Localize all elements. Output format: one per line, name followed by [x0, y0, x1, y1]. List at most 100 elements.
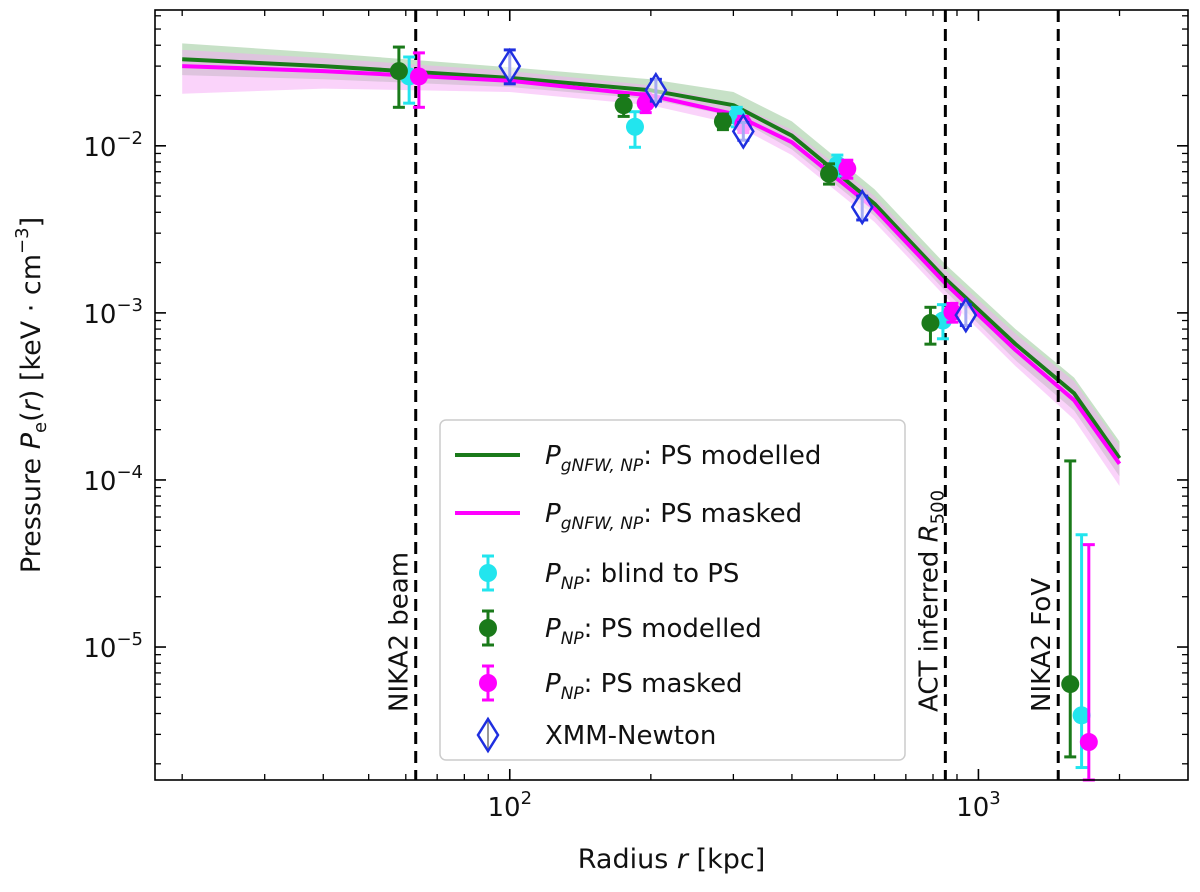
y-tick-label-1: 10−5	[83, 629, 143, 664]
legend-symbol: P	[545, 669, 561, 699]
x-axis-label-text: Radius	[578, 844, 677, 875]
series-4	[498, 47, 978, 334]
circle-marker	[409, 67, 428, 86]
data-point-4-1	[498, 47, 522, 86]
y-axis-label-unit: ) [keV · cm	[16, 254, 47, 400]
legend-item-np-masked: PNP: PS masked	[479, 664, 743, 704]
data-point-2-4	[820, 162, 839, 186]
tick-base: 10	[83, 300, 116, 330]
y-axis-label-close: ]	[16, 217, 47, 228]
data-point-1-2	[625, 110, 644, 149]
y-axis-label: Pressure Pe(r) [keV · cm−3]	[12, 217, 51, 573]
legend-item-np-modelled: PNP: PS modelled	[479, 609, 762, 649]
legend-text-part: : PS modelled	[643, 441, 821, 471]
data-point-3-4	[838, 158, 857, 180]
y-axis-label-text: Pressure	[16, 449, 47, 573]
series-2	[389, 45, 1080, 759]
y-axis-label-symbol: P	[16, 432, 47, 449]
y-axis-label-paren: (	[16, 411, 47, 422]
circle-marker	[838, 159, 857, 178]
data-point-2-1	[389, 45, 408, 109]
circle-marker	[625, 117, 644, 136]
y-axis-label-exponent: −3	[12, 227, 33, 254]
diamond-marker	[954, 296, 978, 334]
x-axis-label: Radius r [kpc]	[578, 844, 766, 875]
model-curves	[182, 57, 1122, 465]
legend-label: PgNFW, NP: PS masked	[545, 499, 802, 534]
legend-label: PNP: blind to PS	[545, 559, 739, 594]
tick-base: 10	[83, 467, 116, 497]
data-point-2-2	[614, 94, 633, 118]
tick-exponent: −2	[116, 128, 143, 149]
legend-circle-swatch	[479, 674, 497, 692]
tick-exponent: −4	[116, 462, 143, 483]
legend-circle-swatch	[479, 619, 497, 637]
y-axis-label-subscript: e	[30, 422, 51, 433]
legend-subscript: NP	[561, 629, 585, 649]
reference-lines: NIKA2 beam ACT inferred R500 NIKA2 FoV	[385, 10, 1060, 780]
diamond-marker	[850, 188, 874, 226]
x-tick-label-1: 102	[487, 788, 532, 823]
model-curve-2	[182, 64, 1122, 465]
model-curve-1	[182, 57, 1122, 460]
circle-marker	[820, 164, 839, 183]
circle-marker	[713, 112, 732, 131]
diamond-marker	[498, 47, 522, 85]
circle-marker	[389, 62, 408, 81]
y-tick-label-2: 10−4	[83, 462, 143, 497]
tick-base: 10	[487, 793, 520, 823]
tick-exponent: −3	[116, 295, 143, 316]
tick-base: 10	[956, 793, 989, 823]
x-tick-label-2: 103	[956, 788, 1001, 823]
circle-marker	[1061, 675, 1080, 694]
plot-frame	[154, 9, 1189, 781]
reference-line-label-text: ACT inferred	[914, 542, 944, 712]
reference-line-label-1: NIKA2 beam	[385, 552, 415, 712]
legend-label: PNP: PS masked	[545, 669, 743, 704]
legend-diamond-swatch	[476, 716, 500, 754]
legend-item-gnfw-modelled: PgNFW, NP: PS modelled	[455, 441, 821, 476]
legend-subscript: gNFW, NP	[561, 456, 644, 476]
data-point-2-6	[1061, 459, 1080, 759]
tick-base: 10	[83, 634, 116, 664]
data-point-4-3	[731, 113, 755, 150]
legend-item-np-blind: PNP: blind to PS	[479, 554, 739, 594]
legend-circle-swatch	[479, 564, 497, 582]
legend-text-part: : PS masked	[643, 499, 802, 529]
legend-label: XMM-Newton	[545, 721, 716, 751]
data-point-2-5	[921, 305, 940, 346]
y-axis-label-var: r	[16, 398, 47, 411]
legend-subscript: NP	[561, 574, 585, 594]
data-point-4-2	[644, 71, 668, 109]
legend-text-part: XMM-Newton	[545, 721, 716, 751]
diamond-marker	[731, 113, 755, 150]
x-axis-label-symbol: r	[677, 844, 690, 875]
legend-symbol: P	[545, 614, 561, 644]
circle-marker	[614, 96, 633, 115]
data-point-3-1	[409, 51, 428, 109]
y-tick-label-4: 10−2	[83, 128, 143, 163]
legend-text-part: : PS masked	[584, 669, 743, 699]
legend-label: PNP: PS modelled	[545, 614, 762, 649]
tick-exponent: 3	[989, 788, 1000, 809]
legend-subscript: gNFW, NP	[561, 514, 644, 534]
diamond-marker	[644, 71, 668, 109]
legend-label: PgNFW, NP: PS modelled	[545, 441, 821, 476]
legend-text-part: : blind to PS	[584, 559, 740, 589]
legend-subscript: NP	[561, 684, 585, 704]
legend-box	[439, 419, 906, 761]
circle-marker	[1072, 706, 1091, 725]
legend-symbol: P	[545, 559, 561, 589]
data-points	[389, 45, 1098, 782]
circle-marker	[921, 313, 940, 332]
reference-line-label-3: NIKA2 FoV	[1027, 578, 1057, 712]
y-tick-label-3: 10−3	[83, 295, 143, 330]
data-point-1-6	[1072, 533, 1091, 770]
circle-marker	[1079, 733, 1098, 752]
tick-base: 10	[83, 133, 116, 163]
legend-symbol: P	[545, 499, 561, 529]
